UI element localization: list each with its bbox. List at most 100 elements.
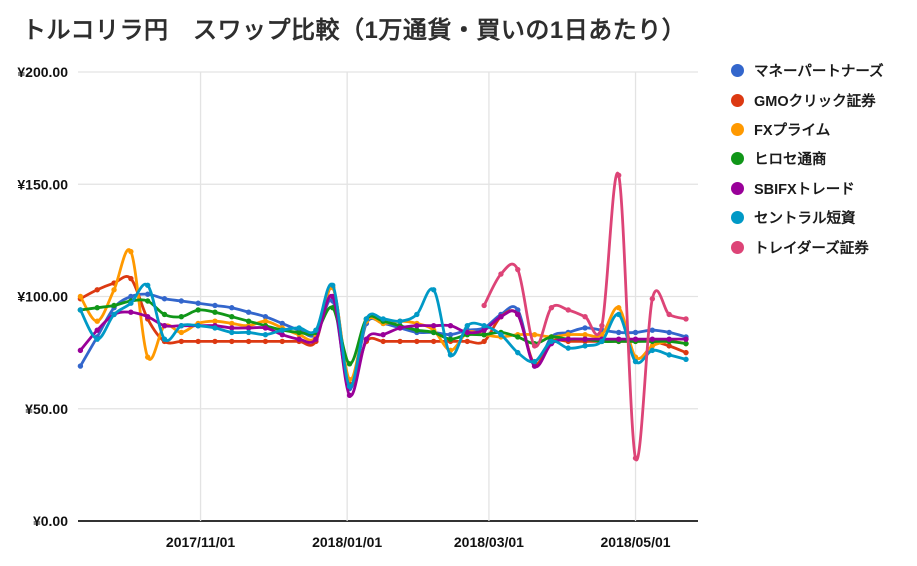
series-point-marker [229, 305, 235, 311]
series-point-marker [111, 302, 117, 309]
series-point-marker [346, 383, 353, 389]
series-point-marker [111, 311, 117, 318]
series-point-marker [397, 325, 403, 331]
x-tick-label: 2018/01/01 [312, 534, 382, 550]
series-point-marker [615, 172, 622, 178]
series-point-marker [430, 338, 437, 345]
series-point-marker [363, 316, 370, 322]
series-point-marker [447, 352, 454, 358]
series-point-marker [212, 302, 218, 309]
series-point-marker [481, 302, 487, 309]
series-point-marker [414, 327, 420, 333]
series-point-marker [548, 338, 555, 345]
series-point-marker [430, 329, 437, 336]
series-point-marker [144, 354, 151, 360]
series-point-marker [582, 331, 588, 338]
series-point-marker [77, 307, 84, 313]
series-point-marker [498, 314, 504, 320]
series-point-marker [212, 325, 218, 331]
series-point-marker [649, 336, 656, 342]
series-point-marker [296, 336, 302, 342]
series-point-marker [531, 343, 538, 349]
series-point-marker [77, 363, 84, 369]
series-point-marker [161, 336, 168, 342]
series-point-marker [245, 329, 252, 336]
series-point-marker [245, 325, 252, 331]
legend-label: マネーパートナーズ [754, 64, 884, 81]
series-point-marker [666, 343, 672, 349]
series-point-marker [632, 358, 639, 365]
legend-item: FXプライム [731, 115, 884, 144]
chart-title: トルコリラ円 スワップ比較（1万通貨・買いの1日あたり） [22, 17, 687, 44]
series-point-marker [245, 338, 252, 345]
series-point-marker [279, 327, 285, 333]
series-point-marker [414, 322, 420, 329]
series-point-marker [683, 340, 689, 347]
series-point-marker [262, 314, 269, 320]
legend-color-dot [731, 64, 744, 78]
series-point-marker [380, 338, 386, 345]
series-point-marker [599, 338, 605, 345]
legend-label: トレイダーズ証券 [754, 240, 869, 257]
series-point-marker [94, 305, 100, 311]
series-point-marker [363, 336, 370, 342]
series-point-marker [397, 338, 403, 345]
series-point-marker [178, 322, 185, 329]
chart-legend: マネーパートナーズ GMOクリック証券 FXプライム ヒロセ通商 SBIFXトレード セン… [731, 56, 884, 262]
legend-color-dot [731, 240, 744, 254]
series-point-marker [111, 287, 117, 293]
legend-item: マネーパートナーズ [731, 56, 884, 85]
y-tick-label: ¥100.00 [17, 289, 68, 305]
series-point-marker [498, 271, 504, 277]
series-point-marker [430, 287, 437, 293]
series-point-marker [346, 361, 353, 367]
series-point-marker [498, 331, 504, 338]
x-tick-label: 2018/03/01 [454, 534, 524, 550]
series-point-marker [447, 336, 454, 342]
y-tick-label: ¥200.00 [17, 64, 68, 80]
series-point-marker [515, 266, 521, 273]
series-point-marker [94, 287, 100, 293]
series-point-marker [481, 327, 487, 333]
series-point-marker [94, 336, 100, 342]
series-point-marker [531, 331, 538, 338]
series-point-marker [144, 291, 151, 297]
series-point-marker [212, 318, 218, 324]
legend-label: SBIFXトレード [754, 181, 855, 198]
series-point-marker [515, 334, 521, 340]
series-point-marker [565, 336, 571, 342]
y-tick-label: ¥50.00 [25, 401, 68, 417]
series-point-marker [649, 347, 656, 354]
series-point-marker [683, 356, 689, 363]
series-point-marker [649, 343, 656, 349]
series-point-marker [380, 316, 386, 322]
legend-color-dot [731, 122, 744, 136]
series-point-marker [229, 325, 235, 331]
series-point-marker [531, 358, 538, 365]
series-point-marker [683, 336, 689, 342]
series-point-marker [212, 338, 218, 345]
series-point-marker [615, 305, 622, 311]
legend-item: GMOクリック証券 [731, 85, 884, 114]
series-point-marker [313, 327, 319, 333]
series-point-marker [683, 349, 689, 356]
series-point-marker [481, 331, 487, 338]
series-point-marker [128, 300, 134, 306]
series-point-marker [178, 338, 185, 345]
legend-color-dot [731, 211, 744, 225]
series-point-marker [380, 331, 386, 338]
series-point-marker [161, 322, 168, 329]
series-point-marker [582, 343, 588, 349]
series-point-marker [464, 338, 471, 345]
series-point-marker [346, 392, 353, 398]
series-point-marker [683, 316, 689, 322]
series-point-marker [632, 455, 639, 461]
series-point-marker [279, 331, 285, 338]
series-point-marker [144, 282, 151, 288]
series-point-marker [195, 338, 201, 345]
series-point-marker [515, 349, 521, 356]
series-point-marker [447, 331, 454, 338]
series-point-marker [161, 296, 168, 302]
series-point-marker [77, 293, 84, 300]
series-point-marker [296, 329, 302, 336]
